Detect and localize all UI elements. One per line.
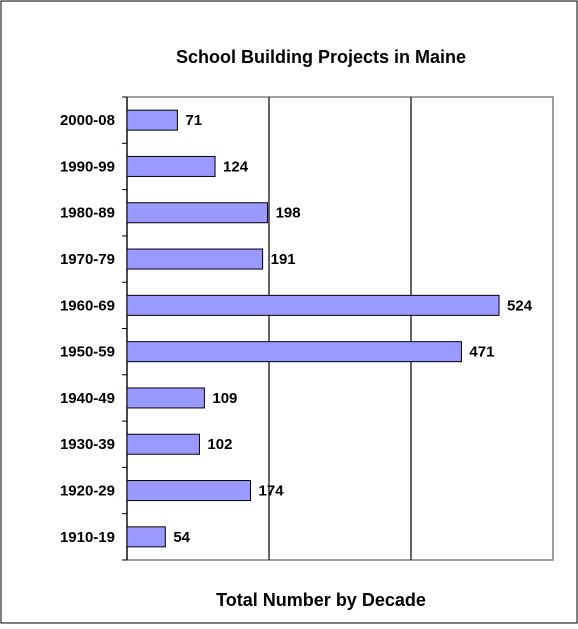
y-tick-label: 1920-29 — [60, 483, 115, 500]
value-label: 174 — [259, 483, 285, 500]
bar — [126, 294, 500, 316]
bar — [126, 155, 216, 177]
bar — [126, 433, 200, 455]
value-label: 109 — [212, 390, 237, 407]
value-label: 524 — [507, 297, 533, 314]
value-label: 198 — [276, 205, 301, 222]
x-axis-label: Total Number by Decade — [216, 590, 426, 610]
value-label: 71 — [185, 112, 202, 129]
y-tick-label: 1970-79 — [60, 251, 115, 268]
bar — [126, 202, 269, 224]
y-tick-label: 1960-69 — [60, 297, 115, 314]
y-tick-label: 1940-49 — [60, 390, 115, 407]
value-label: 54 — [173, 529, 190, 546]
bar — [126, 387, 205, 409]
bar — [126, 341, 462, 363]
y-tick-label: 1950-59 — [60, 344, 115, 361]
y-tick-label: 1990-99 — [60, 158, 115, 175]
bar — [126, 480, 252, 502]
y-tick-label: 1930-39 — [60, 436, 115, 453]
bar — [126, 248, 264, 270]
value-label: 102 — [207, 436, 232, 453]
y-tick-label: 1980-89 — [60, 205, 115, 222]
y-tick-label: 2000-08 — [60, 112, 115, 129]
bar — [126, 109, 178, 131]
bar — [126, 526, 166, 548]
chart-title: School Building Projects in Maine — [176, 47, 466, 67]
value-label: 471 — [469, 344, 494, 361]
value-label: 191 — [271, 251, 296, 268]
value-label: 124 — [223, 158, 249, 175]
y-tick-label: 1910-19 — [60, 529, 115, 546]
